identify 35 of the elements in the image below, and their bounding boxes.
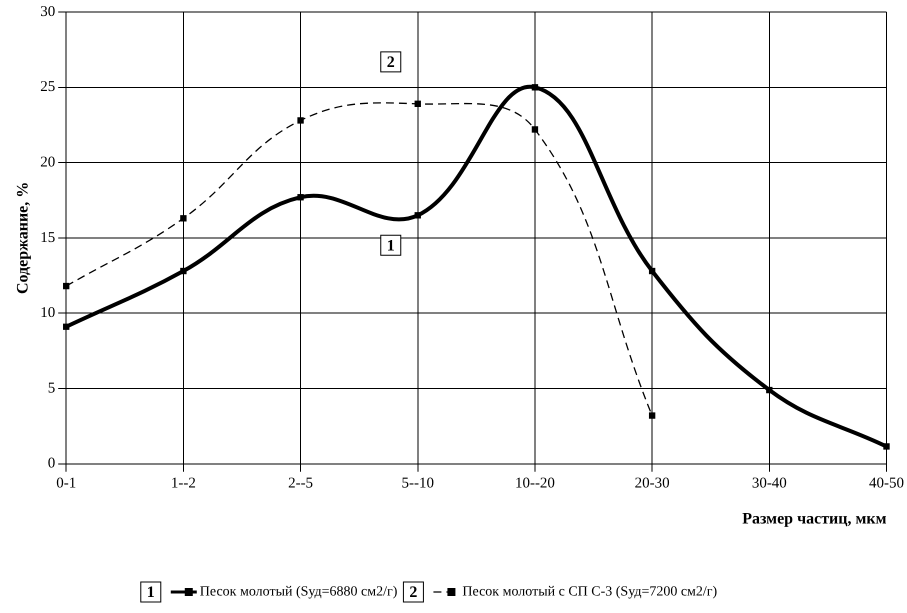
y-tick-label: 0 xyxy=(48,456,56,472)
legend-label: Песок молотый (Sуд=6880 см2/г) xyxy=(200,584,398,600)
x-tick-label: 10--20 xyxy=(514,476,555,492)
point xyxy=(297,117,304,124)
point xyxy=(648,268,656,274)
x-tick-label: 0-1 xyxy=(56,476,76,492)
y-tick-label: 10 xyxy=(40,305,56,322)
y-tick-label: 20 xyxy=(40,154,56,171)
point xyxy=(63,282,70,290)
point xyxy=(766,386,772,394)
y-tick-label: 15 xyxy=(40,230,56,246)
text: 1 xyxy=(146,584,155,602)
x-tick-label: 20-30 xyxy=(634,476,670,492)
x-tick-label: 2--5 xyxy=(288,476,314,492)
y-axis-title: Содержание, % xyxy=(14,182,32,294)
point xyxy=(297,194,304,200)
legend-label: Песок молотый с СП С-3 (Sуд=7200 см2/г) xyxy=(462,584,718,600)
y-tick-label: 25 xyxy=(40,79,56,96)
annotation: 2 xyxy=(386,54,395,72)
point xyxy=(180,268,187,274)
point xyxy=(414,212,421,218)
y-tick-label: 5 xyxy=(48,380,56,396)
point xyxy=(180,215,187,222)
y-tick-label: 30 xyxy=(40,4,56,20)
point xyxy=(532,84,538,90)
x-tick-label: 1--2 xyxy=(170,476,196,492)
x-tick-label: 30-40 xyxy=(752,476,787,492)
x-tick-label: 5--10 xyxy=(402,476,434,492)
point xyxy=(414,100,421,108)
point xyxy=(648,412,656,419)
point xyxy=(63,324,70,330)
annotation: 1 xyxy=(386,237,395,254)
text: 2 xyxy=(409,584,418,602)
x-tick-label: 40-50 xyxy=(869,476,904,492)
x-axis-title: Размер частиц, мкм xyxy=(742,510,887,528)
